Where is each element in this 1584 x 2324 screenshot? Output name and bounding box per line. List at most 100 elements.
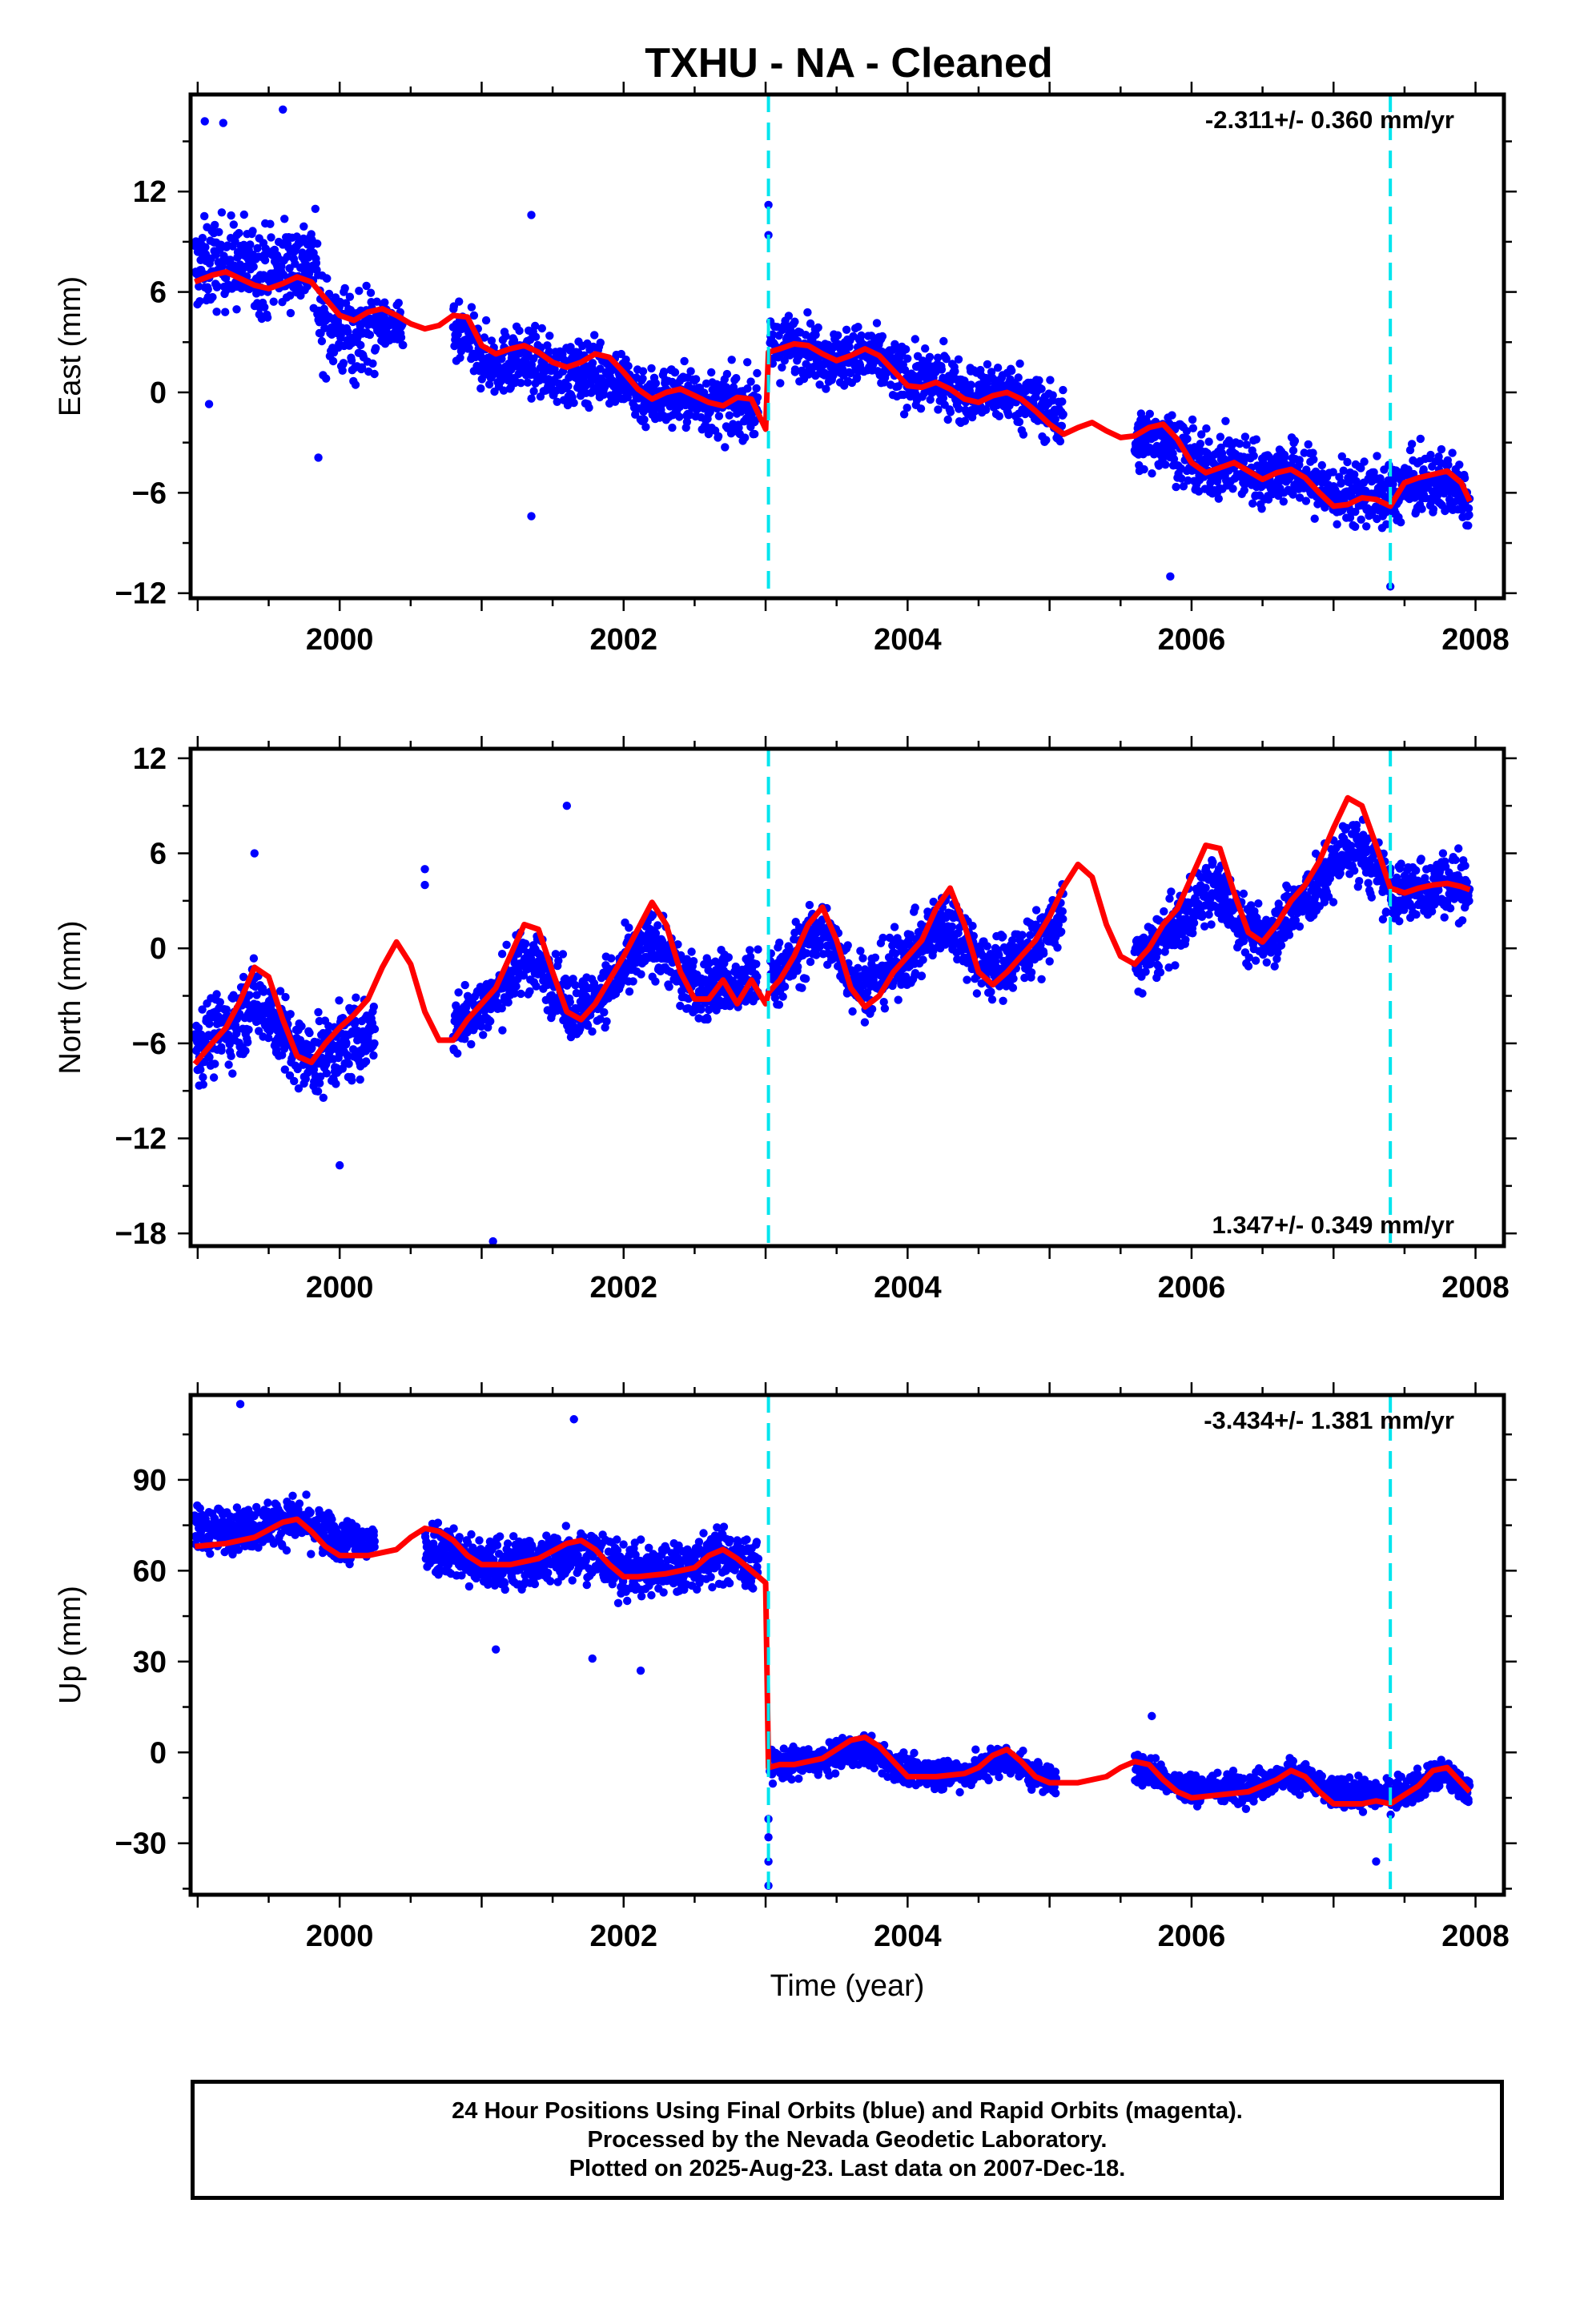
east-data-point [455,297,464,306]
east-data-point [1279,497,1289,506]
north-data-point [198,1005,207,1014]
east-data-point [246,240,255,249]
north-data-point [314,1007,323,1017]
east-data-point [1259,458,1268,467]
north-data-point [502,940,511,950]
east-data-point [890,340,899,348]
east-data-point [778,363,786,372]
north-data-point [1200,922,1209,931]
east-x-tick-label: 2000 [306,623,374,657]
north-data-point [651,977,660,986]
north-data-point [724,953,733,962]
east-data-point [921,344,930,353]
north-data-point [963,975,971,984]
east-data-point [345,292,355,301]
east-data-point [732,374,741,383]
north-data-point [476,1022,486,1031]
east-data-point [1310,514,1319,523]
east-data-point [982,405,991,414]
north-data-point [929,897,938,907]
north-data-point [205,1019,214,1028]
east-data-point [529,387,538,396]
east-data-point [280,215,289,223]
east-data-point [1035,376,1043,385]
east-data-point [477,375,486,384]
east-data-point [1357,515,1365,524]
north-observations [191,801,1474,1246]
north-data-point [969,931,979,941]
north-data-point [802,949,811,958]
east-data-point [317,336,327,346]
east-data-point [1140,464,1148,474]
north-data-point [1045,957,1054,966]
north-data-point [983,942,992,951]
north-data-point [1020,973,1029,983]
north-data-point [512,982,521,991]
east-data-point [822,384,830,393]
north-data-point [370,1024,380,1034]
north-data-point [917,971,927,980]
east-data-point [1329,468,1337,476]
north-data-point [281,992,290,1002]
east-data-point [509,336,519,345]
north-data-point [319,1093,328,1103]
north-data-point [629,977,637,986]
east-data-point [1019,430,1028,439]
east-data-point [1177,474,1186,483]
north-data-point [1207,920,1216,929]
east-data-point [925,352,935,361]
east-data-point [682,417,692,427]
north-data-point [1201,883,1210,892]
north-data-point [805,900,814,910]
east-data-point [215,227,223,236]
east-data-point [1196,440,1205,448]
north-data-point [571,981,580,990]
east-data-point [1345,513,1355,522]
east-data-point [464,344,473,352]
east-data-point [198,234,207,243]
north-data-point [1164,963,1173,972]
north-data-point [753,972,762,981]
east-outlier-point [219,119,227,127]
north-data-point [1189,919,1199,927]
north-data-point [987,987,995,996]
north-data-point [929,947,938,955]
east-data-point [590,331,599,340]
east-data-point [203,285,212,294]
north-data-point [697,1005,706,1014]
east-data-point [1059,410,1067,419]
east-data-point [790,317,799,326]
east-data-point [668,423,677,432]
figure-title: TXHU - NA - Cleaned [645,40,1052,86]
east-data-point [1357,464,1365,472]
north-data-point [194,1023,203,1033]
east-data-point [1434,452,1443,461]
north-data-point [689,957,698,966]
north-data-point [999,932,1007,941]
north-data-point [308,1043,316,1053]
east-observations [191,105,1474,591]
north-data-point [651,929,661,938]
north-data-point [569,975,577,983]
east-data-point [1046,376,1055,384]
east-y-tick-label: −6 [132,476,167,510]
east-data-point [396,333,406,342]
north-data-point [588,1027,597,1036]
east-data-point [842,325,851,334]
east-data-point [1337,506,1347,515]
north-data-point [460,980,469,990]
east-data-point [714,412,724,420]
north-data-point [316,1079,324,1088]
north-data-point [673,940,682,949]
east-y-tick-label: −12 [115,577,167,611]
north-data-point [1204,910,1213,919]
north-data-point [335,996,344,1005]
north-data-point [217,1046,226,1055]
east-data-point [1317,460,1327,470]
north-data-point [1037,975,1046,984]
north-data-point [1239,889,1248,899]
north-data-point [752,959,761,969]
east-data-point [328,356,338,366]
east-x-tick-label: 2008 [1441,623,1510,657]
